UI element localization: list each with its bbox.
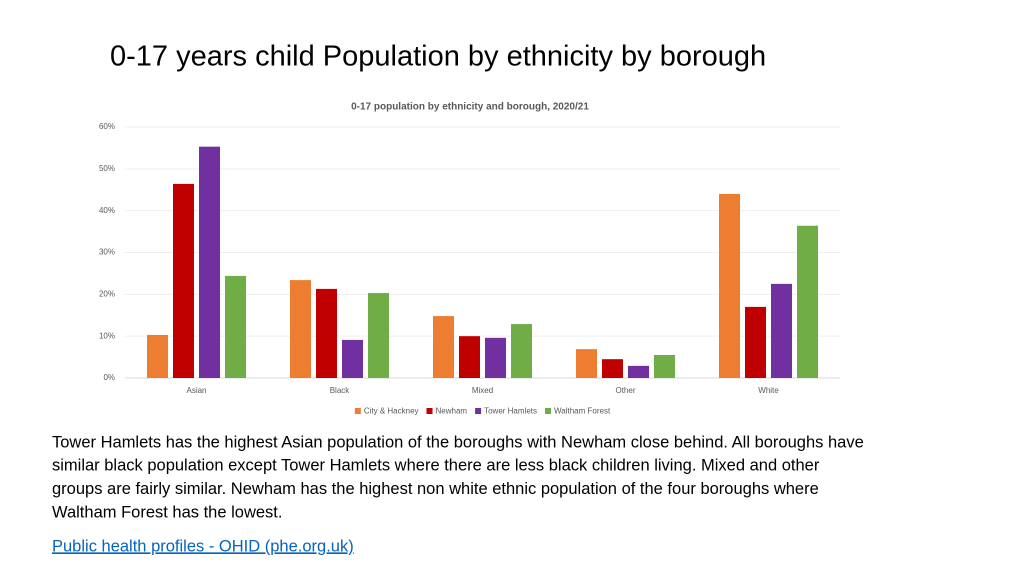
legend-swatch <box>426 408 433 414</box>
x-tick-label: Mixed <box>472 386 493 395</box>
chart-title: 0-17 population by ethnicity and borough… <box>351 102 589 113</box>
legend-label: Waltham Forest <box>554 407 611 416</box>
source-link[interactable]: Public health profiles - OHID (phe.org.u… <box>52 537 354 555</box>
body-line: groups are fairly similar. Newham has th… <box>52 480 819 498</box>
y-tick-label: 10% <box>99 331 115 340</box>
bar <box>433 316 454 378</box>
bar <box>745 306 766 378</box>
x-tick-label: White <box>758 386 779 395</box>
legend-label: Tower Hamlets <box>484 407 537 416</box>
bar <box>485 337 506 378</box>
bar <box>797 225 818 378</box>
x-tick-label: Asian <box>186 386 206 395</box>
bar <box>628 365 649 378</box>
x-tick-label: Black <box>330 386 351 395</box>
body-line: similar black population except Tower Ha… <box>52 457 820 475</box>
bar <box>316 288 337 378</box>
body-line: Tower Hamlets has the highest Asian popu… <box>52 433 864 451</box>
legend-swatch <box>354 408 361 414</box>
slide-title: 0-17 years child Population by ethnicity… <box>110 41 766 73</box>
bar <box>654 354 675 378</box>
bar <box>511 324 532 378</box>
legend-swatch <box>475 408 482 414</box>
y-tick-label: 0% <box>103 373 115 382</box>
y-tick-label: 20% <box>99 289 115 298</box>
bar <box>199 146 220 378</box>
y-tick-label: 30% <box>99 248 115 257</box>
bar <box>342 339 363 378</box>
bar <box>173 183 194 378</box>
bar <box>576 349 597 378</box>
legend-swatch <box>545 408 551 414</box>
y-tick-label: 50% <box>99 164 115 173</box>
bar <box>771 283 792 378</box>
body-line: Waltham Forest has the lowest. <box>52 503 282 521</box>
bar <box>459 336 480 378</box>
legend-label: Newham <box>436 407 468 416</box>
legend-label: City & Hackney <box>364 407 419 416</box>
bar <box>368 293 389 378</box>
bar <box>147 334 168 378</box>
bar <box>225 275 246 378</box>
x-tick-label: Other <box>615 386 635 395</box>
bar <box>719 193 740 378</box>
bar <box>290 280 311 378</box>
y-tick-label: 60% <box>99 122 115 131</box>
bar <box>602 359 623 378</box>
y-tick-label: 40% <box>99 206 115 215</box>
